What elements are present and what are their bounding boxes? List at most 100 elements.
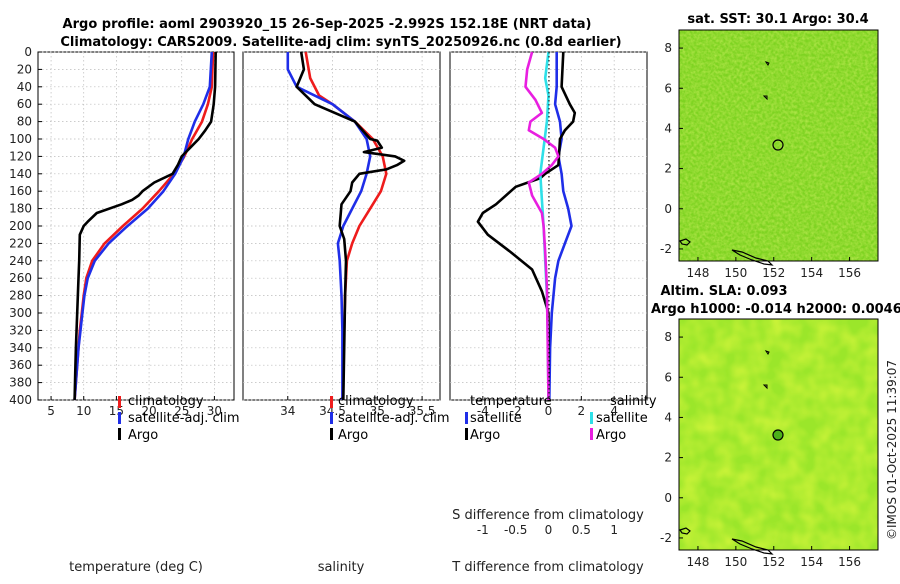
- sst-map-frame: [678, 29, 879, 262]
- depth-tick-label: 20: [17, 62, 32, 76]
- depth-tick-label: 40: [17, 80, 32, 94]
- salinity-diff-legend: salinity satellite Argo: [590, 394, 657, 443]
- depth-tick-label: 120: [9, 149, 32, 163]
- figure-title-line2: Climatology: CARS2009. Satellite-adj cli…: [60, 35, 621, 50]
- temperature-panel: 0 20 40 60 80 100 120 140 160 180 200 220 240 260 280 3…: [9, 45, 240, 575]
- x-tick-label: 4: [610, 404, 618, 418]
- sst-map-field: [679, 30, 878, 261]
- depth-tick-label: 80: [17, 115, 32, 129]
- depth-tick-label: 300: [9, 306, 32, 320]
- depth-tick-label: 220: [9, 236, 32, 250]
- depth-tick-label: 260: [9, 271, 32, 285]
- depth-tick-label: 60: [17, 97, 32, 111]
- map-lon-tick-label: 156: [838, 266, 861, 280]
- map-lat-tick-label: 8: [664, 41, 672, 55]
- legend-label-argo: Argo: [338, 428, 368, 443]
- map-lon-tick-label: 152: [762, 555, 785, 569]
- sst-argo-position-marker: [772, 139, 784, 151]
- legend-label-s-satellite: satellite: [596, 411, 648, 426]
- series-line-satellite-adj-clim: [73, 51, 214, 401]
- map-lat-tick-label: 0: [664, 202, 672, 216]
- sla-map-subtitle: Argo h1000: -0.014 h2000: 0.0046: [651, 302, 900, 317]
- map-lat-tick-label: 8: [664, 330, 672, 344]
- map-lon-tick-label: 152: [762, 266, 785, 280]
- map-lat-tick-label: 4: [664, 410, 672, 424]
- depth-tick-label: 200: [9, 219, 32, 233]
- x-tick-label: -4: [477, 404, 489, 418]
- legend-title-salinity: salinity: [610, 394, 657, 409]
- sst-map-coastline: [679, 61, 774, 266]
- x-tick-label: 30: [207, 404, 222, 418]
- x-top-tick-label: 0: [545, 523, 553, 537]
- map-lat-tick-label: 2: [664, 451, 672, 465]
- x-tick-label: 0: [545, 404, 553, 418]
- x-tick-label: 2: [578, 404, 586, 418]
- legend-swatch-argo: [330, 428, 333, 440]
- difference-top-xlabel: S difference from climatology: [452, 508, 644, 523]
- legend-swatch-t-argo: [465, 428, 468, 440]
- temperature-xlabel: temperature (deg C): [69, 560, 203, 575]
- depth-tick-label: 0: [24, 45, 32, 59]
- series-line-s-argo: [524, 51, 560, 401]
- x-top-tick-label: 1: [610, 523, 618, 537]
- x-tick-label: 5: [47, 404, 55, 418]
- map-lon-tick-label: 156: [838, 555, 861, 569]
- legend-label-climatology: climatology: [128, 394, 204, 409]
- x-tick-label: -2: [510, 404, 522, 418]
- x-tick-label: 35.5: [409, 404, 436, 418]
- depth-tick-label: 340: [9, 341, 32, 355]
- map-lon-tick-label: 148: [686, 555, 709, 569]
- map-lat-tick-label: 0: [664, 491, 672, 505]
- sla-map-frame: [678, 318, 879, 551]
- legend-swatch-climatology: [118, 396, 121, 408]
- sla-map-title: Altim. SLA: 0.093: [661, 284, 788, 299]
- legend-swatch-satellite: [330, 412, 333, 424]
- salinity-legend: climatology satellite-adj. clim Argo: [330, 394, 450, 443]
- x-top-tick-label: -0.5: [504, 523, 527, 537]
- depth-tick-label: 240: [9, 254, 32, 268]
- legend-label-t-satellite: satellite: [470, 411, 522, 426]
- map-lat-tick-label: -2: [660, 242, 672, 256]
- map-lon-tick-label: 154: [800, 266, 823, 280]
- legend-label-argo: Argo: [128, 428, 158, 443]
- legend-label-s-argo: Argo: [596, 428, 626, 443]
- map-lon-tick-label: 150: [724, 555, 747, 569]
- x-tick-label: 15: [109, 404, 124, 418]
- map-lat-tick-label: 4: [664, 121, 672, 135]
- x-tick-label: 34: [280, 404, 295, 418]
- map-lat-tick-label: 2: [664, 162, 672, 176]
- depth-tick-label: 140: [9, 167, 32, 181]
- x-top-tick-label: -1: [477, 523, 489, 537]
- x-tick-label: 10: [76, 404, 91, 418]
- legend-label-t-argo: Argo: [470, 428, 500, 443]
- depth-tick-label: 400: [9, 393, 32, 407]
- map-lon-tick-label: 150: [724, 266, 747, 280]
- legend-swatch-t-satellite: [465, 412, 468, 424]
- map-lat-tick-label: 6: [664, 81, 672, 95]
- sst-map-panel: sat. SST: 30.1 Argo: 30.4 148 150 152 154 15…: [660, 12, 879, 280]
- salinity-xlabel: salinity: [318, 560, 365, 575]
- legend-swatch-s-argo: [590, 428, 593, 440]
- legend-swatch-satellite: [118, 412, 121, 424]
- sst-map-title: sat. SST: 30.1 Argo: 30.4: [687, 12, 868, 27]
- map-lon-tick-label: 148: [686, 266, 709, 280]
- depth-tick-label: 360: [9, 358, 32, 372]
- legend-title-temperature: temperature: [470, 394, 552, 409]
- difference-panel: -4 -2 0 2 4 T difference from climatology S …: [449, 51, 657, 575]
- map-lon-tick-label: 154: [800, 555, 823, 569]
- legend-label-climatology: climatology: [338, 394, 414, 409]
- x-tick-label: 25: [174, 404, 189, 418]
- depth-tick-label: 180: [9, 202, 32, 216]
- x-tick-label: 35: [370, 404, 385, 418]
- depth-tick-label: 320: [9, 323, 32, 337]
- depth-tick-label: 160: [9, 184, 32, 198]
- x-tick-label: 20: [141, 404, 156, 418]
- salinity-panel: 34 34.5 35 35.5 salinity climatology satell…: [242, 51, 450, 575]
- legend-label-satellite: satellite-adj. clim: [338, 411, 450, 426]
- x-tick-label: 34.5: [319, 404, 346, 418]
- series-line-argo: [295, 51, 406, 401]
- temperature-diff-legend: temperature satellite Argo: [465, 394, 552, 443]
- imos-watermark: ©IMOS 01-Oct-2025 11:39:07: [885, 360, 899, 540]
- depth-tick-label: 100: [9, 132, 32, 146]
